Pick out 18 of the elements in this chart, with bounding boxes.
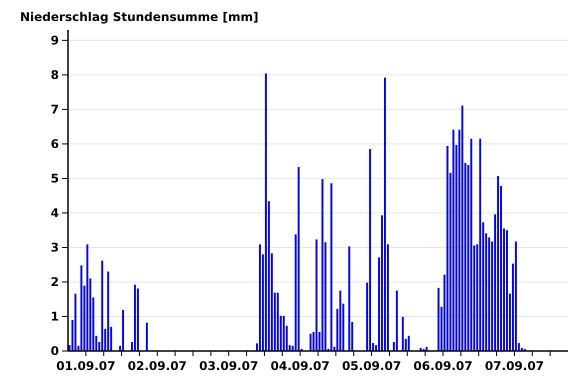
y-tick-label: 2 bbox=[50, 275, 59, 290]
y-tick-label: 7 bbox=[50, 102, 59, 117]
y-tick-label: 4 bbox=[50, 206, 59, 220]
y-tick-label: 0 bbox=[50, 344, 59, 358]
x-tick-label: 02.09.07 bbox=[128, 359, 187, 373]
y-tick-label: 5 bbox=[50, 172, 59, 186]
y-tick-label: 6 bbox=[50, 137, 59, 152]
x-tick-label: 06.09.07 bbox=[413, 359, 473, 373]
x-tick-label: 04.09.07 bbox=[270, 359, 330, 373]
y-tick-label: 9 bbox=[50, 34, 59, 48]
y-tick-label: 8 bbox=[50, 68, 59, 82]
x-tick-label: 07.09.07 bbox=[484, 359, 544, 373]
y-tick-label: 1 bbox=[50, 310, 59, 324]
x-tick-label: 01.09.07 bbox=[56, 359, 116, 373]
chart-title: Niederschlag Stundensumme [mm] bbox=[20, 10, 258, 24]
y-tick-label: 3 bbox=[50, 240, 59, 255]
x-tick-label: 03.09.07 bbox=[199, 359, 258, 373]
x-tick-label: 05.09.07 bbox=[342, 359, 402, 373]
